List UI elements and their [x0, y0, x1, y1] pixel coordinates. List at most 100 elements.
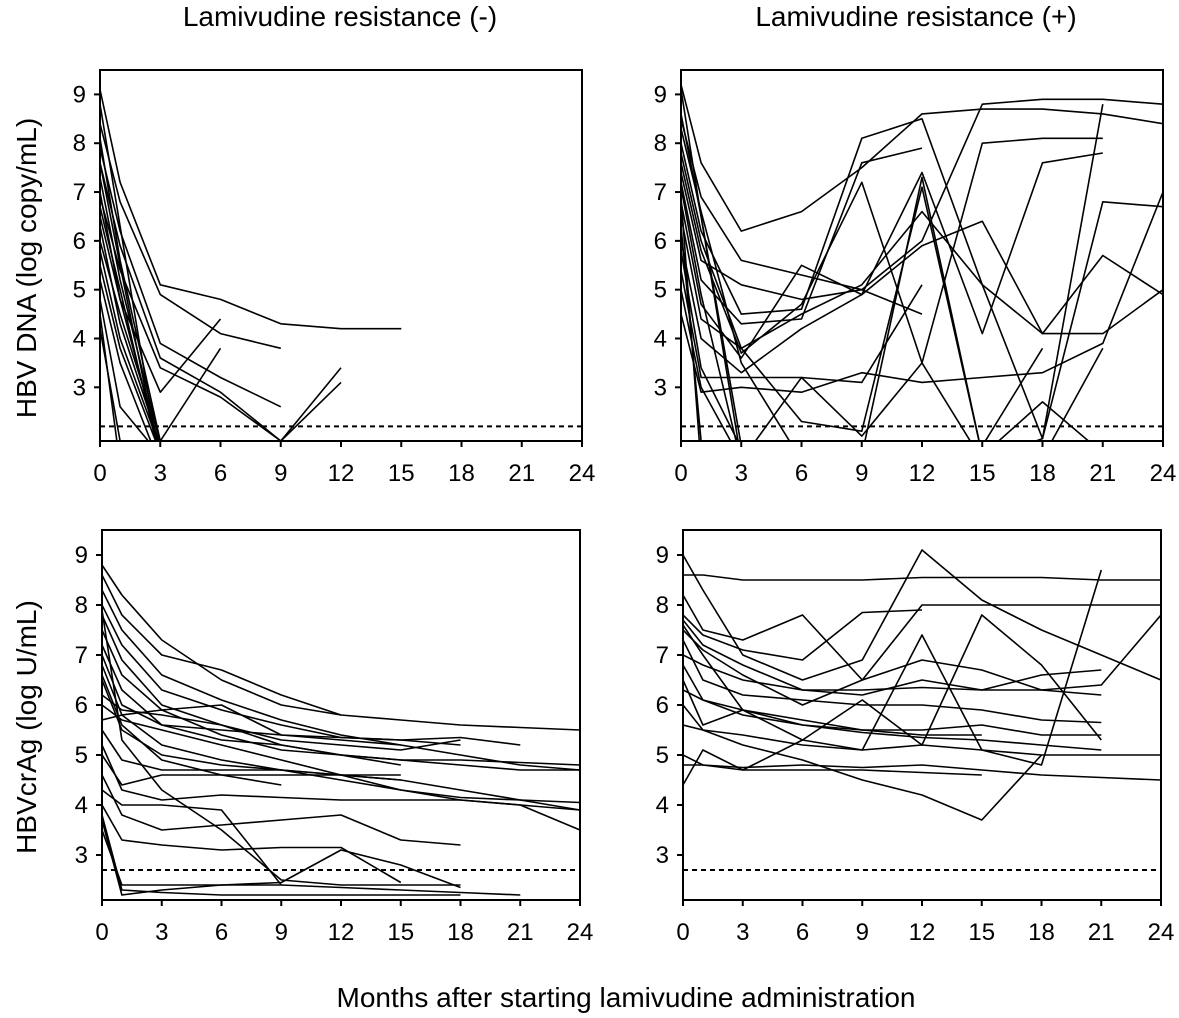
series-line-14	[100, 299, 150, 441]
series-line-3	[681, 104, 1104, 440]
series-line-9	[681, 172, 923, 315]
y-tick-label: 7	[656, 642, 669, 669]
y-tick-label: 3	[73, 374, 86, 401]
y-tick-label: 3	[654, 374, 667, 401]
column-title-left: Lamivudine resistance (-)	[183, 1, 497, 32]
series-line-1	[683, 574, 1161, 581]
y-tick-label: 5	[654, 277, 667, 304]
row-label-bottom: HBVcrAg (log U/mL)	[11, 600, 42, 854]
y-tick-label: 3	[75, 842, 88, 869]
x-tick-label: 6	[215, 919, 228, 946]
series-line-2	[681, 98, 1163, 291]
series-line-18	[681, 196, 701, 441]
panel-cragg-resistance-positive: 3 4 5 6 7 8 9 0 3 6 9 12 15 18 21 24	[656, 529, 1174, 946]
y-tick-label: 9	[73, 81, 86, 108]
series-line-8	[681, 220, 1163, 374]
series-line-11	[100, 226, 160, 441]
y-tick-label: 6	[654, 228, 667, 255]
series-line-11	[681, 201, 1163, 441]
x-tick-label: 0	[674, 460, 687, 487]
x-tick-label: 12	[909, 460, 936, 487]
series-line-8	[102, 654, 461, 746]
x-tick-label: 24	[567, 919, 594, 946]
series-line-24	[102, 674, 282, 786]
x-tick-label: 18	[448, 460, 475, 487]
x-tick-label: 9	[855, 460, 868, 487]
series-line-13	[681, 128, 1090, 441]
x-tick-label: 18	[1028, 919, 1055, 946]
x-tick-label: 24	[569, 460, 596, 487]
series-line-10	[681, 269, 923, 384]
y-tick-label: 7	[654, 179, 667, 206]
x-tick-label: 9	[275, 919, 288, 946]
y-tick-label: 5	[75, 742, 88, 769]
series-line-3	[102, 589, 580, 771]
series-line-12	[681, 191, 1163, 394]
series-line-15	[683, 569, 1103, 786]
series-line-23	[102, 814, 461, 896]
y-tick-label: 8	[656, 592, 669, 619]
y-tick-label: 8	[75, 592, 88, 619]
x-tick-label: 18	[447, 919, 474, 946]
x-tick-label: 9	[274, 460, 287, 487]
series-line-6	[102, 629, 580, 766]
x-tick-label: 3	[154, 460, 167, 487]
series-line-7	[681, 210, 1163, 350]
series-line-17	[683, 614, 1102, 746]
series-line-20	[100, 104, 157, 441]
y-tick-label: 6	[656, 692, 669, 719]
x-axis-label: Months after starting lamivudine adminis…	[337, 982, 916, 1013]
y-tick-label: 9	[654, 81, 667, 108]
y-tick-label: 5	[73, 277, 86, 304]
x-tick-label: 18	[1029, 460, 1056, 487]
series-line-4	[681, 137, 1103, 364]
x-tick-label: 0	[93, 460, 106, 487]
series-line-1	[100, 89, 402, 330]
x-tick-label: 15	[387, 919, 414, 946]
plot-frame	[680, 69, 1164, 442]
series-line-17	[100, 162, 157, 441]
series-line-4	[102, 604, 521, 746]
y-tick-label: 4	[654, 325, 667, 352]
x-tick-label: 6	[796, 919, 809, 946]
y-tick-label: 6	[75, 692, 88, 719]
y-tick-label: 3	[656, 842, 669, 869]
series-line-4	[100, 162, 342, 441]
series-line-14	[681, 152, 1104, 441]
series-line-1	[681, 84, 1163, 232]
series-line-19	[102, 804, 402, 884]
series-line-3	[683, 594, 1161, 681]
series-line-13	[683, 754, 1161, 781]
y-tick-label: 4	[73, 325, 86, 352]
x-tick-label: 21	[1088, 919, 1115, 946]
panel-dna-resistance-positive: 3 4 5 6 7 8 9 0 3 6 9 12 15 18 21 24	[654, 69, 1176, 487]
series-line-18	[100, 279, 152, 441]
series-line-20	[102, 819, 461, 896]
series-line-15	[102, 744, 580, 831]
x-tick-label: 3	[736, 919, 749, 946]
series-line-4	[683, 609, 923, 661]
x-tick-label: 15	[969, 460, 996, 487]
series-line-5	[683, 619, 1102, 696]
x-tick-label: 3	[155, 919, 168, 946]
y-tick-label: 4	[75, 792, 88, 819]
series-line-12	[683, 724, 1161, 756]
series-line-11	[683, 689, 1102, 751]
series-line-10	[683, 679, 1102, 736]
y-tick-label: 4	[656, 792, 669, 819]
series-line-6	[683, 614, 1161, 706]
series-line-3	[100, 147, 282, 408]
panel-dna-resistance-negative: 3 4 5 6 7 8 9 0 3 6 9 12 15 18 21 24	[73, 69, 596, 487]
row-label-top: HBV DNA (log copy/mL)	[11, 118, 42, 418]
series-line-16	[100, 206, 157, 441]
x-tick-label: 15	[968, 919, 995, 946]
y-tick-label: 9	[656, 542, 669, 569]
x-tick-label: 6	[214, 460, 227, 487]
series-line-18	[102, 789, 282, 886]
series-line-2	[683, 549, 1161, 681]
series-line-17	[102, 774, 461, 846]
x-tick-label: 21	[1089, 460, 1116, 487]
y-tick-label: 7	[73, 179, 86, 206]
series-line-2	[102, 574, 342, 716]
